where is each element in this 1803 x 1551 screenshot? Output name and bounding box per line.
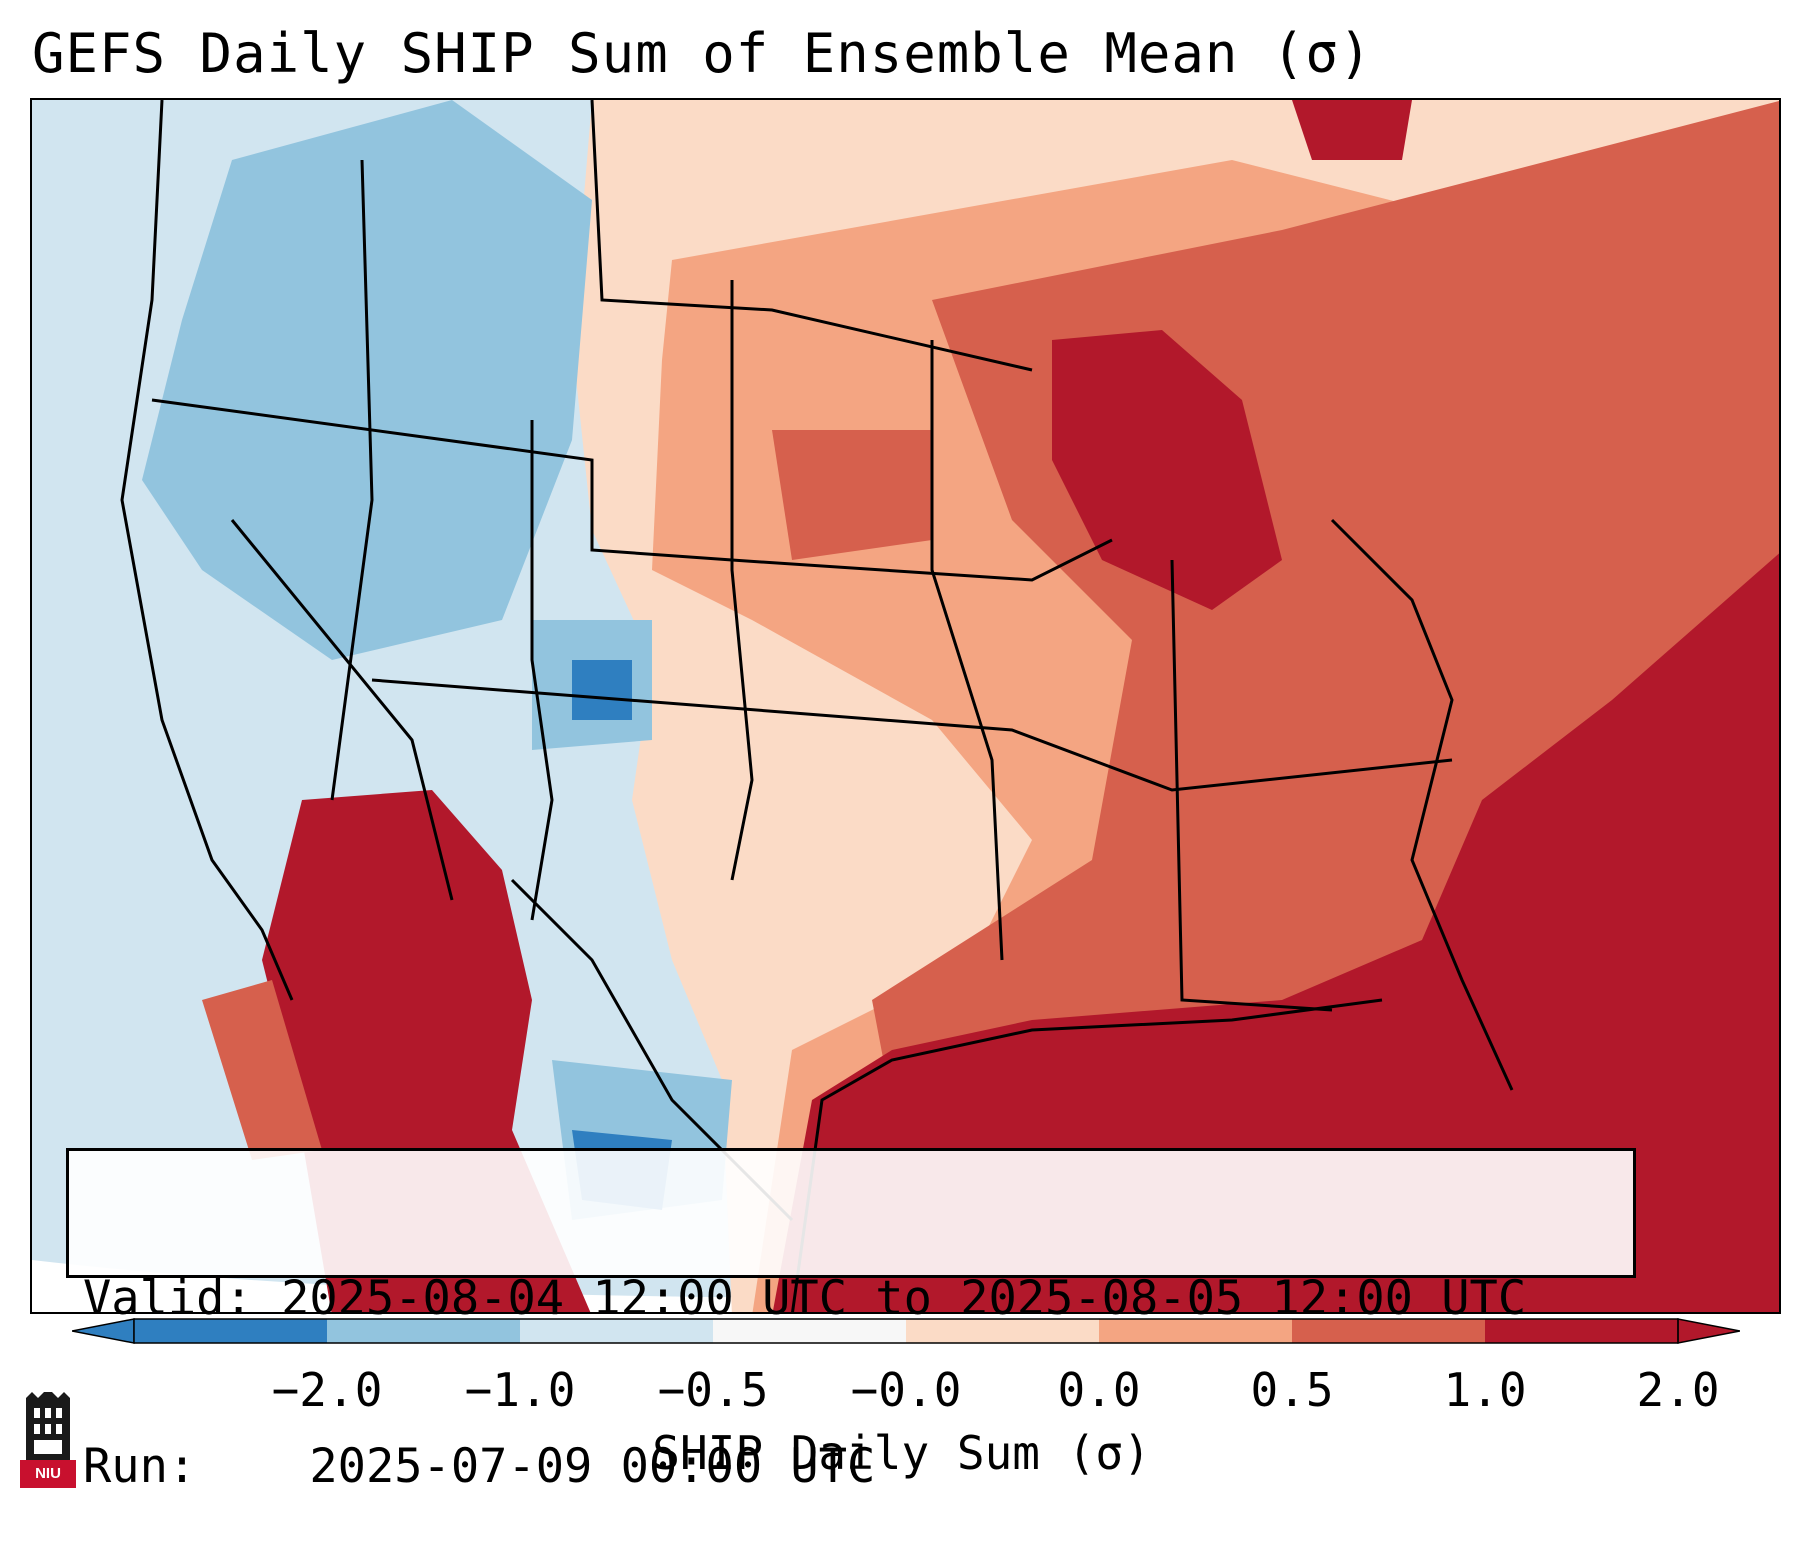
valid-line: Valid: 2025-08-04 12:00 UTC to 2025-08-0… <box>83 1271 1619 1327</box>
boundaries <box>120 100 1514 1312</box>
colorbar-segment <box>906 1319 1100 1343</box>
colorbar-tick-label: 0.0 <box>1057 1363 1141 1417</box>
gulf-coastline <box>791 998 1383 1312</box>
colorbar <box>72 1318 1740 1344</box>
run-label: Run: <box>83 1439 197 1494</box>
pacific-coastline <box>120 100 294 1001</box>
colorbar-tick-label: −1.0 <box>464 1363 576 1417</box>
state-line-3 <box>530 420 554 921</box>
colorbar-segment <box>1292 1319 1486 1343</box>
colorbar-label: SHIP Daily Sum (σ) <box>652 1426 1151 1480</box>
plains-anomaly-patch <box>772 430 932 560</box>
colorbar-ticks: −2.0 −1.0 −0.5 −0.0 0.0 0.5 1.0 2.0 <box>0 1362 1803 1422</box>
colorbar-segment <box>327 1319 521 1343</box>
colorbar-extend-low <box>72 1318 135 1344</box>
map-title: GEFS Daily SHIP Sum of Ensemble Mean (σ) <box>32 22 1373 85</box>
colorbar-tick-label: 0.5 <box>1250 1363 1334 1417</box>
colorbar-segment <box>713 1319 907 1343</box>
colorbar-graphic <box>72 1318 1740 1344</box>
colorbar-segment <box>134 1319 328 1343</box>
colorbar-outline <box>133 1318 1679 1344</box>
niu-logo: NIU <box>20 1392 76 1488</box>
niu-logo-text: NIU <box>35 1465 61 1482</box>
colorbar-tick-label: −0.5 <box>657 1363 769 1417</box>
state-line-2 <box>230 519 454 901</box>
run-line: Run: 2025-07-09 00:00 UTC <box>83 1439 1619 1495</box>
state-line-4 <box>730 280 754 881</box>
anomaly-map <box>32 100 1779 1312</box>
colorbar-segment <box>1485 1319 1679 1343</box>
canada-border <box>590 100 1033 372</box>
valid-value: 2025-08-04 12:00 UTC to 2025-08-05 12:00… <box>281 1271 1527 1326</box>
pacific-offshore-patch <box>202 980 322 1160</box>
colorbar-segment <box>1099 1319 1293 1343</box>
colorbar-extend-high <box>1677 1318 1740 1344</box>
colorbar-segment <box>520 1319 714 1343</box>
colorbar-tick-label: 1.0 <box>1443 1363 1527 1417</box>
northern-boundary <box>151 398 1113 582</box>
state-line-7 <box>1170 559 1333 1012</box>
colorado-minimum <box>572 660 632 720</box>
colorbar-tick-label: 2.0 <box>1636 1363 1720 1417</box>
east-coastline <box>1330 518 1514 1091</box>
colorbar-tick-label: −2.0 <box>271 1363 383 1417</box>
valid-label: Valid: <box>83 1271 253 1326</box>
state-line-6 <box>371 678 1453 792</box>
state-line-5 <box>930 340 1004 961</box>
gulf-atlantic-maximum <box>772 553 1779 1312</box>
state-line-1 <box>330 159 374 801</box>
valid-run-info-box: Valid: 2025-08-04 12:00 UTC to 2025-08-0… <box>66 1148 1636 1494</box>
colorbar-tick-label: −0.0 <box>850 1363 962 1417</box>
canada-maximum <box>1292 100 1412 160</box>
map-panel <box>30 98 1781 1314</box>
run-value: 2025-07-09 00:00 UTC <box>309 1439 876 1494</box>
niu-logo-icon <box>20 1392 76 1488</box>
